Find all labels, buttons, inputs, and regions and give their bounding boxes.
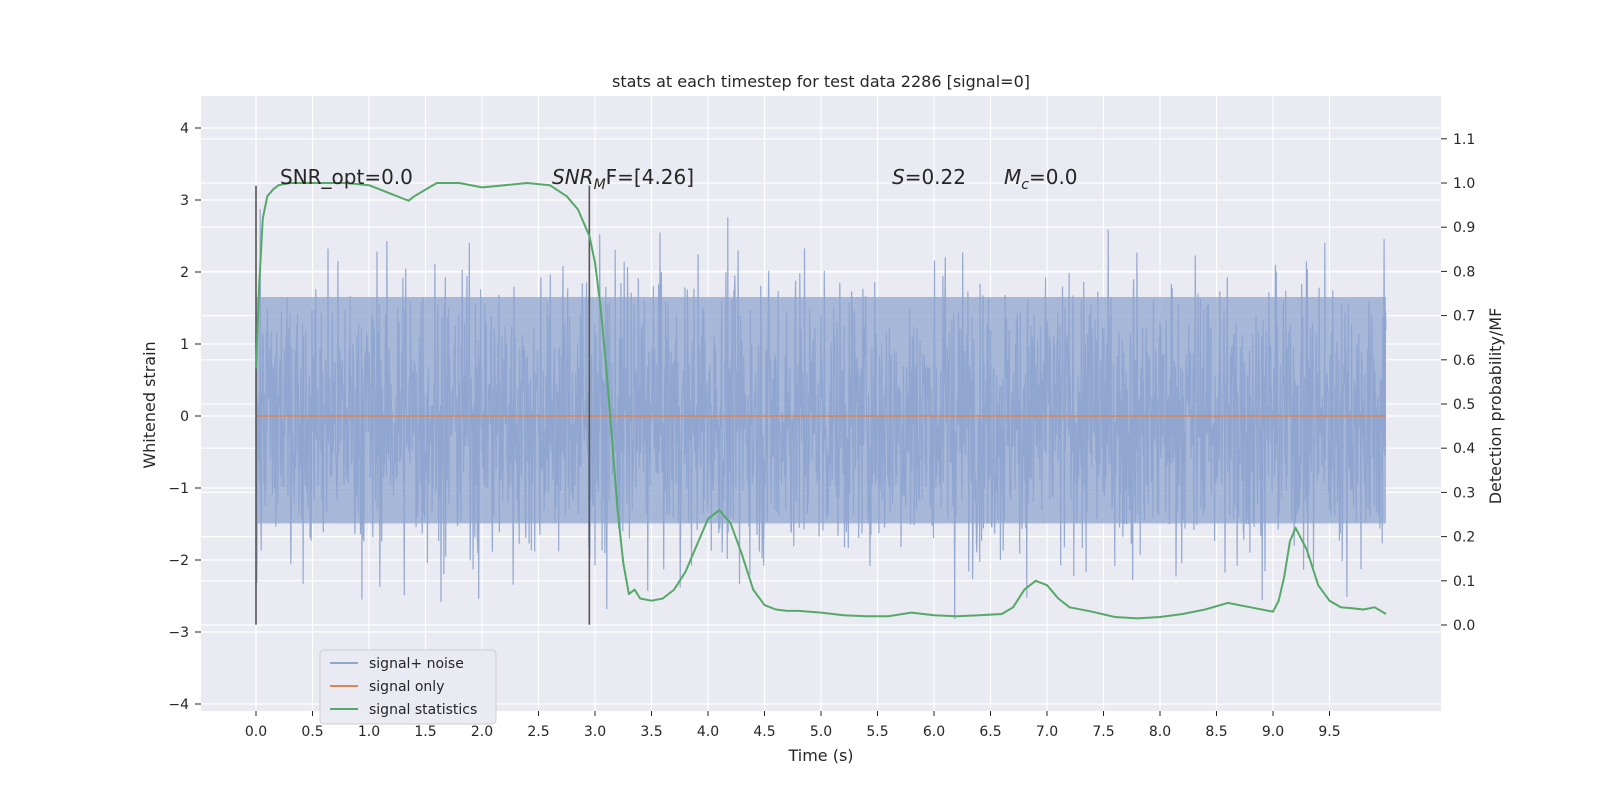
x-tick-label-11: 5.5 (866, 724, 888, 740)
x-tick-label-0: 0.0 (245, 724, 267, 740)
y-right-tick-label-11: 0.0 (1453, 618, 1475, 634)
legend-label-signal-noise: signal+ noise (369, 656, 464, 672)
legend-box (319, 649, 497, 725)
annotation-snr-mf-base: SNR (552, 165, 594, 189)
x-tick-label-9: 4.5 (753, 724, 775, 740)
annotation-s-rest: =0.22 (905, 165, 966, 189)
y-right-tick-label-3: 0.8 (1453, 264, 1475, 280)
x-tick-label-14: 7.0 (1036, 724, 1058, 740)
x-tick-label-12: 6.0 (923, 724, 945, 740)
y-right-tick-label-10: 0.1 (1453, 574, 1475, 590)
y-left-axis-ticks: 4 3 2 1 0 −1 −2 −3 −4 (168, 121, 201, 713)
x-tick-label-19: 9.5 (1318, 724, 1340, 740)
y-right-tick-label-5: 0.6 (1453, 353, 1475, 369)
x-tick-label-8: 4.0 (697, 724, 719, 740)
x-tick-label-13: 6.5 (979, 724, 1001, 740)
x-tick-label-7: 3.5 (640, 724, 662, 740)
y-right-tick-label-9: 0.2 (1453, 530, 1475, 546)
x-tick-label-16: 8.0 (1149, 724, 1171, 740)
annotation-mc-rest: =0.0 (1029, 165, 1078, 189)
signal-noise-series (255, 209, 1387, 620)
x-tick-label-18: 9.0 (1262, 724, 1284, 740)
vertical-markers (255, 185, 591, 625)
x-tick-label-6: 3.0 (584, 724, 606, 740)
x-tick-label-2: 1.0 (358, 724, 380, 740)
annotation-mc-value: Mc=0.0 (1004, 165, 1078, 193)
annotations: SNR_opt=0.0 SNRMF=[4.26] S=0.22 Mc=0.0 (280, 165, 1078, 193)
annotation-mc-base: M (1004, 165, 1021, 189)
y-left-tick-label-5: −1 (168, 481, 189, 497)
y-right-axis-label: Detection probability/MF (1486, 308, 1505, 505)
y-right-tick-label-2: 0.9 (1453, 220, 1475, 236)
annotation-snr-mf: SNRMF=[4.26] (552, 165, 694, 193)
y-right-tick-label-0: 1.1 (1453, 132, 1475, 148)
y-right-tick-label-4: 0.7 (1453, 309, 1475, 325)
x-tick-label-10: 5.0 (810, 724, 832, 740)
x-tick-label-3: 1.5 (414, 724, 436, 740)
y-left-axis-label: Whitened strain (140, 341, 159, 468)
x-tick-label-15: 7.5 (1092, 724, 1114, 740)
chart-title: stats at each timestep for test data 228… (612, 72, 1030, 91)
signal-statistics-series (255, 182, 1387, 620)
y-left-tick-label-1: 3 (180, 193, 189, 209)
y-left-tick-label-0: 4 (180, 121, 189, 137)
x-axis-ticks: 0.0 0.5 1.0 1.5 2.0 2.5 3.0 3.5 4.0 4.5 5.0 5.5 6.0 6… (245, 711, 1341, 740)
y-left-tick-label-4: 0 (180, 409, 189, 425)
x-tick-label-4: 2.0 (471, 724, 493, 740)
y-left-tick-label-7: −3 (168, 625, 189, 641)
y-right-tick-label-6: 0.5 (1453, 397, 1475, 413)
signal-statistics-line (255, 182, 1387, 620)
x-tick-label-17: 8.5 (1205, 724, 1227, 740)
y-left-tick-label-8: −4 (168, 697, 189, 713)
y-left-tick-label-6: −2 (168, 553, 189, 569)
x-axis-label: Time (s) (787, 746, 853, 765)
y-right-tick-label-8: 0.3 (1453, 485, 1475, 501)
annotation-s-value: S=0.22 (892, 165, 966, 189)
annotation-mc-sub: c (1021, 177, 1029, 193)
y-left-tick-label-2: 2 (180, 265, 189, 281)
y-right-tick-label-7: 0.4 (1453, 441, 1475, 457)
legend-label-signal-only: signal only (369, 679, 444, 695)
annotation-snr-opt: SNR_opt=0.0 (280, 165, 413, 189)
annotation-snr-mf-sub: M (594, 177, 606, 193)
legend: signal+ noise signal only signal statist… (319, 649, 497, 725)
y-left-tick-label-3: 1 (180, 337, 189, 353)
annotation-snr-mf-rest: F=[4.26] (606, 165, 694, 189)
annotation-s-base: S (892, 165, 905, 189)
x-tick-label-1: 0.5 (301, 724, 323, 740)
y-right-tick-label-1: 1.0 (1453, 176, 1475, 192)
legend-label-signal-statistics: signal statistics (369, 702, 477, 718)
signal-noise-core (256, 297, 1386, 524)
y-right-axis-ticks: 1.1 1.0 0.9 0.8 0.7 0.6 0.5 0.4 0.3 0.2 0.1 0.0 (1441, 132, 1475, 634)
x-tick-label-5: 2.5 (527, 724, 549, 740)
